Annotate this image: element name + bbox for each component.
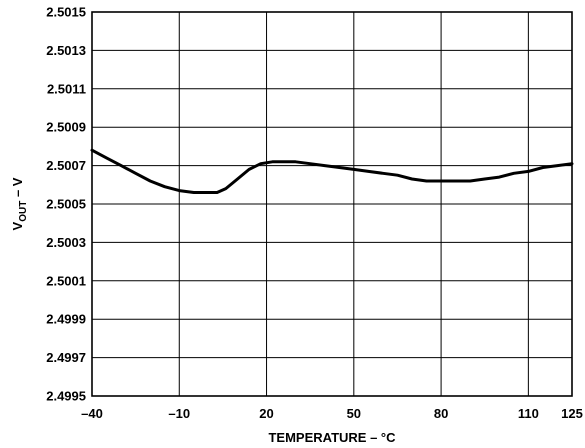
grid [92, 12, 572, 396]
x-tick-label: 125 [561, 406, 583, 421]
y-tick-label: 2.5009 [46, 120, 86, 135]
series-line [90, 148, 574, 194]
x-tick-label: –40 [81, 406, 103, 421]
plot-frame [91, 11, 573, 397]
y-tick-label: 2.4999 [46, 312, 86, 327]
x-tick-label: 50 [347, 406, 361, 421]
x-axis-title: TEMPERATURE – °C [268, 430, 396, 445]
x-tick-label: 110 [518, 406, 539, 421]
x-tick-label: –10 [168, 406, 190, 421]
y-tick-label: 2.5001 [46, 273, 86, 288]
y-tick-label: 2.5015 [46, 5, 86, 20]
y-tick-label: 2.4997 [46, 350, 86, 365]
y-tick-label: 2.5003 [46, 235, 86, 250]
y-axis-tick-labels: 2.4995 2.4997 2.4999 2.5001 2.5003 2.5005 2.50… [46, 5, 86, 404]
y-tick-label: 2.5011 [47, 81, 86, 96]
y-tick-label: 2.4995 [46, 389, 86, 404]
y-tick-label: 2.5007 [46, 158, 86, 173]
series-layer [90, 148, 574, 194]
x-axis-tick-labels: –40 –10 20 50 80 110 125 [81, 406, 583, 421]
y-tick-label: 2.5005 [46, 197, 86, 212]
x-tick-label: 20 [259, 406, 273, 421]
y-tick-label: 2.5013 [46, 43, 86, 58]
y-axis-title: VOUT – V [10, 177, 29, 230]
y-axis-title-suffix: – V [10, 177, 25, 200]
y-axis-title-main: V [10, 221, 25, 230]
x-tick-label: 80 [434, 406, 448, 421]
y-axis-title-subscript: OUT [18, 201, 29, 222]
